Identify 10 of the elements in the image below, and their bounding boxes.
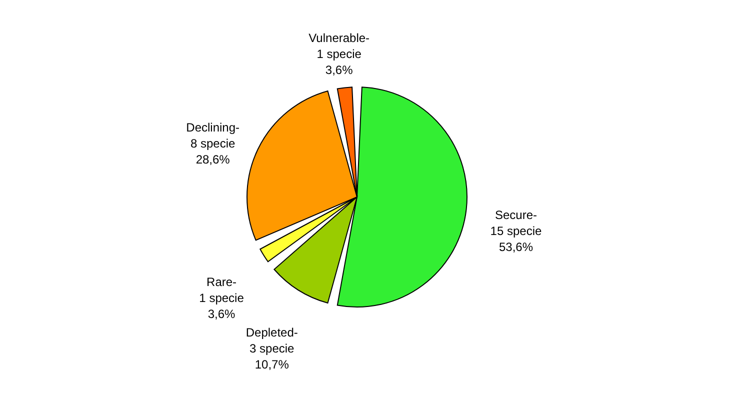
slice-label: Vulnerable- — [308, 31, 370, 46]
data-label: 3 specie 10,7% — [250, 341, 295, 372]
data-label: 15 specie 53,6% — [490, 224, 542, 254]
slice-label: Secure- — [494, 208, 538, 222]
data-label: 1 specie 3,6% — [199, 291, 244, 322]
data-label: 1 specie 3,6% — [316, 47, 362, 78]
data-label: 8 specie 28,6% — [190, 136, 236, 167]
slice-label: Declining- — [186, 120, 240, 135]
slice-label: Depleted- — [246, 325, 298, 340]
slice-label: Rare- — [206, 275, 237, 290]
